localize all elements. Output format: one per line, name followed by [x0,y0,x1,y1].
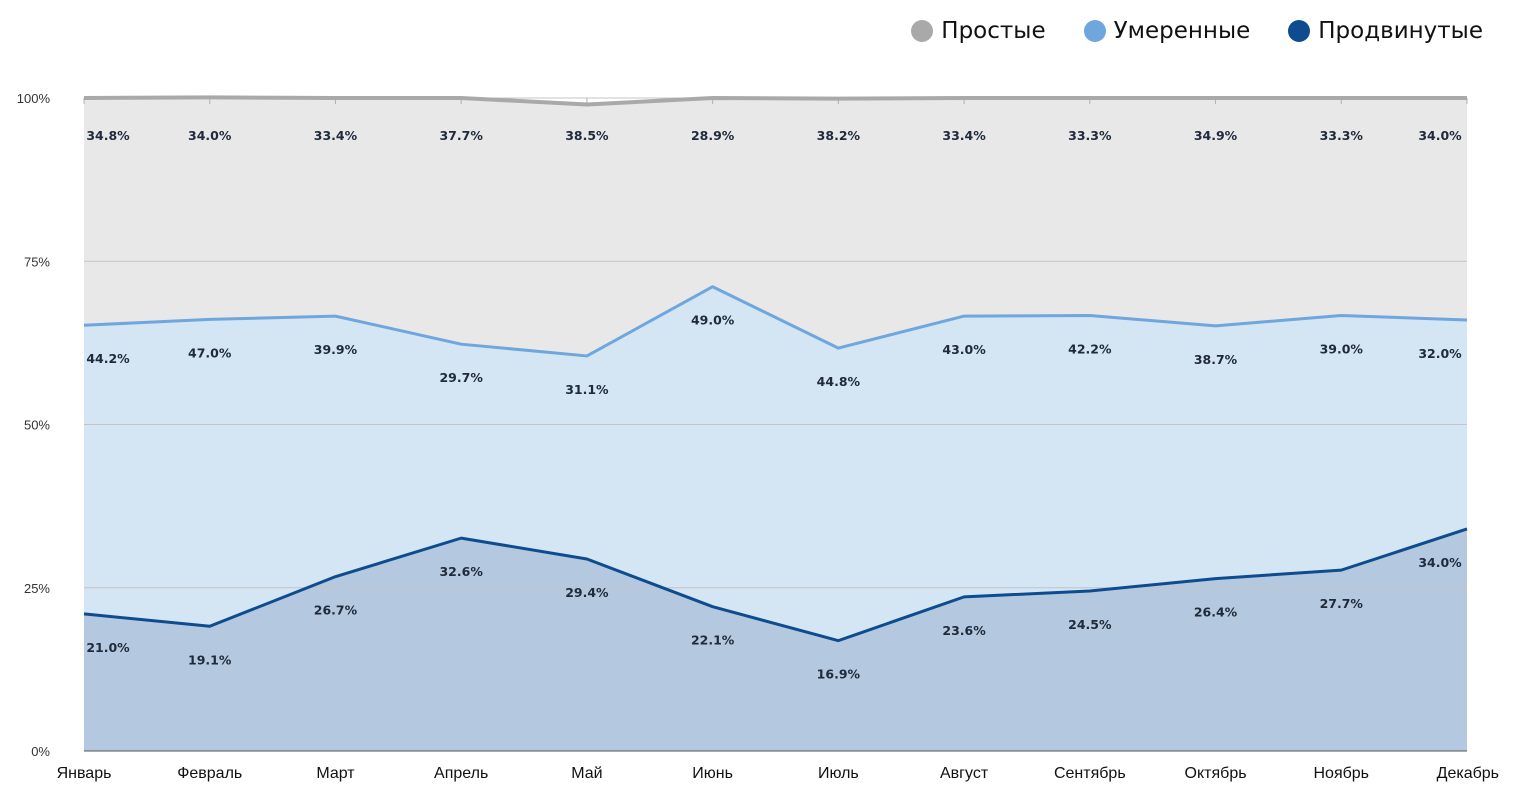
data-label: 33.4% [314,128,358,143]
x-tick-label: Сентябрь [1054,765,1126,782]
data-label: 26.7% [314,603,358,618]
data-label: 33.4% [942,128,986,143]
data-label: 34.0% [1418,128,1462,143]
y-tick-label: 100% [17,91,51,106]
data-label: 43.0% [942,342,986,357]
x-tick-label: Декабрь [1437,765,1499,782]
x-tick-label: Октябрь [1185,765,1247,782]
data-label: 33.3% [1320,128,1364,143]
x-tick-label: Февраль [177,765,242,782]
area-0[interactable] [84,528,1467,751]
legend-item-simple[interactable]: Простые [911,18,1046,44]
data-label: 47.0% [188,345,232,360]
data-label: 44.2% [86,351,130,366]
data-label: 16.9% [817,667,861,682]
data-label: 29.4% [565,585,609,600]
y-tick-label: 50% [24,418,50,433]
series-line-2[interactable] [83,95,1467,107]
data-label: 32.0% [1418,346,1462,361]
data-label: 38.7% [1194,352,1238,367]
data-label: 28.9% [691,128,735,143]
data-label: 49.0% [691,313,735,328]
data-label: 39.9% [314,342,358,357]
x-tick-label: Март [316,765,355,782]
data-label: 27.7% [1320,596,1364,611]
x-tick-label: Май [571,765,602,782]
x-tick-label: Ноябрь [1314,765,1370,782]
legend-label-simple: Простые [941,18,1046,44]
legend-label-advanced: Продвинутые [1318,18,1483,44]
area-2[interactable] [84,97,1467,356]
data-label: 19.1% [188,652,232,667]
legend-item-moderate[interactable]: Умеренные [1083,18,1251,44]
series-line-1[interactable] [83,285,1468,358]
data-label: 26.4% [1194,605,1238,620]
data-label: 21.0% [86,640,130,655]
y-tick-label: 75% [24,254,50,269]
data-label: 34.0% [188,128,232,143]
chart-legend: Простые Умеренные Продвинутые [911,18,1483,44]
legend-swatch-simple [911,20,934,42]
x-tick-label: Апрель [434,765,488,782]
data-label: 37.7% [439,128,483,143]
data-label: 34.8% [86,128,130,143]
data-label: 32.6% [439,564,483,579]
x-tick-label: Август [940,765,989,782]
x-tick-label: Январь [57,765,112,782]
data-label: 42.2% [1068,341,1112,356]
data-label: 38.5% [565,128,609,143]
data-label: 33.3% [1068,128,1112,143]
data-label: 24.5% [1068,617,1112,632]
y-tick-label: 0% [31,744,50,759]
data-label: 29.7% [439,370,483,385]
data-label: 34.9% [1194,128,1238,143]
legend-label-moderate: Умеренные [1113,18,1251,44]
data-label: 31.1% [565,382,609,397]
y-tick-label: 25% [24,581,50,596]
data-label: 38.2% [817,128,861,143]
legend-swatch-moderate [1083,20,1106,42]
data-label: 39.0% [1320,341,1364,356]
legend-swatch-advanced [1288,20,1311,42]
area-1[interactable] [84,286,1467,641]
data-label: 22.1% [691,633,735,648]
legend-item-advanced[interactable]: Продвинутые [1288,18,1483,44]
data-label: 23.6% [942,623,986,638]
x-tick-label: Июль [818,765,859,782]
x-tick-label: Июнь [692,765,733,782]
data-label: 34.0% [1418,555,1462,570]
series-line-0[interactable] [83,527,1468,643]
data-label: 44.8% [817,374,861,389]
